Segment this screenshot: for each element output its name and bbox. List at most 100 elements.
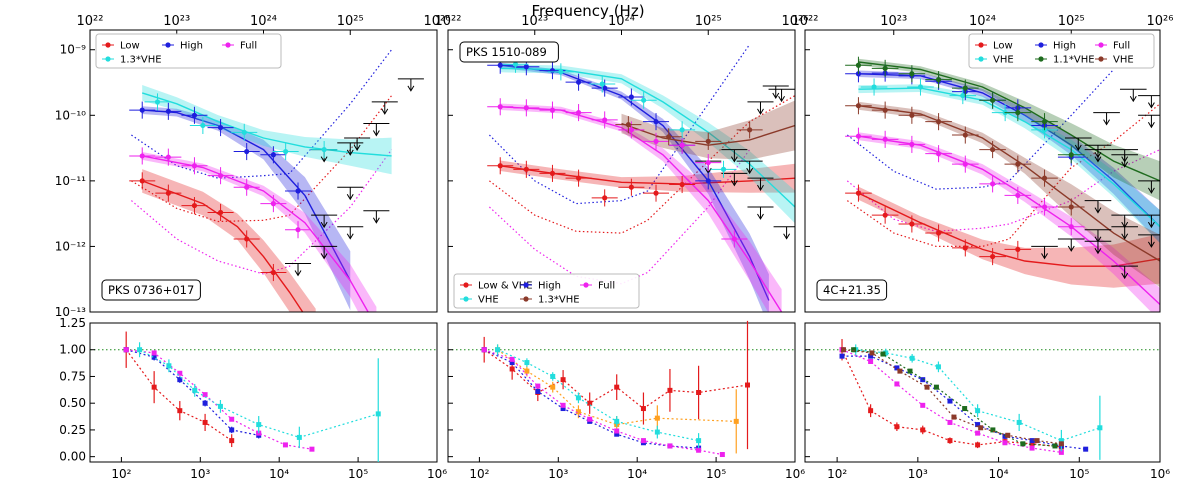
ratio-point-low <box>696 365 702 420</box>
ratio-point-full <box>719 452 725 458</box>
ratio-point-low <box>587 392 593 414</box>
legend-label: Full <box>1113 41 1130 52</box>
sensitivity-curve-low <box>131 95 393 223</box>
ratio-point-vhe <box>654 425 660 439</box>
upper-limit-vhe <box>397 78 424 92</box>
ratio-point-low <box>868 404 874 418</box>
ratio-point-vhe11 <box>1020 441 1026 447</box>
sensitivity-curve-low <box>489 95 795 234</box>
top-tick-label: 10²⁵ <box>695 14 722 29</box>
ratio-x-tick-label: 10⁶ <box>1150 467 1170 481</box>
data-point-full <box>898 135 926 153</box>
ratio-point-low <box>640 392 646 425</box>
legend-marker-vhe <box>463 296 469 302</box>
top-tick-label: 10²⁵ <box>337 14 364 29</box>
y-tick-label: 10⁻¹² <box>55 239 86 253</box>
ratio-point-high <box>1029 438 1035 444</box>
ratio-x-tick-label: 10³ <box>548 467 568 481</box>
ratio-x-tick-label: 10⁵ <box>1069 467 1089 481</box>
data-point-low <box>925 224 952 242</box>
data-point-vhe <box>669 121 696 139</box>
panel-2: 10²² 10²³ 10²⁴ 10²⁵ 10²⁶ PKS 1510-089 Low & VH… <box>435 14 809 481</box>
data-point-high <box>233 143 260 161</box>
ratio-line-high <box>126 349 259 436</box>
data-point-low <box>871 206 899 224</box>
ratio-x-tick-label: 10⁴ <box>989 467 1009 481</box>
ratio-point-vhe <box>975 404 981 418</box>
upper-limit-vhe <box>736 160 763 175</box>
legend-label: Low & VHE <box>478 281 533 292</box>
data-point-vhe13 <box>695 132 722 150</box>
upper-limit-vhe13 <box>1111 214 1138 229</box>
sensitivity-curve-high <box>488 44 751 205</box>
ratio-x-tick-label: 10³ <box>190 467 210 481</box>
upper-limit-vhe13 <box>1084 200 1112 214</box>
ratio-point-full <box>614 428 620 434</box>
legend-box <box>95 33 282 69</box>
ratio-y-tick-label: 1.00 <box>59 343 86 357</box>
ratio-x-tick-label: 10⁴ <box>627 467 647 481</box>
data-point-full <box>845 127 872 145</box>
top-tick-label: 10²² <box>792 14 819 29</box>
legend-marker-lowvhe <box>463 282 469 288</box>
data-point-vhe11 <box>951 79 979 97</box>
data-point-full <box>979 175 1006 193</box>
data-point-lowvhe <box>487 157 514 175</box>
ratio-frame <box>89 322 438 463</box>
ratio-point-full <box>667 443 673 449</box>
data-point-vhe <box>860 78 888 96</box>
top-axis-label: Frequency (Hz) <box>531 2 644 20</box>
upper-limit-vhe <box>1119 88 1147 103</box>
upper-limit-full <box>747 206 774 220</box>
model-line-low <box>141 180 304 312</box>
ratio-point-high <box>920 377 926 383</box>
y-tick-label: 10⁻⁹ <box>60 43 87 57</box>
data-point-high <box>643 113 670 131</box>
sensitivity-curve-low <box>846 103 1160 247</box>
data-point-high <box>565 73 592 91</box>
data-point-lowvhe <box>669 175 696 194</box>
ratio-x-tick-label: 10⁶ <box>785 467 805 481</box>
upper-limit-low <box>337 186 364 201</box>
data-point-vhe13 <box>871 101 899 119</box>
data-point-vhe11 <box>1004 104 1032 122</box>
ratio-point-vhe <box>614 416 620 427</box>
upper-limit-high <box>1138 114 1160 129</box>
legend-marker-high <box>165 42 171 48</box>
ratio-point-low <box>975 441 981 449</box>
top-tick-label: 10²⁶ <box>424 14 451 29</box>
ratio-y-tick-label: 1.25 <box>59 316 86 330</box>
sed-plot-area <box>845 56 1160 312</box>
ratio-point-vhe <box>375 358 381 462</box>
ratio-frame <box>804 322 1161 463</box>
data-point-vhe <box>272 143 299 161</box>
top-tick-label: 10²⁵ <box>1058 14 1085 29</box>
upper-limit-lowvhe <box>747 101 774 115</box>
data-point-vhe11 <box>845 56 872 74</box>
data-point-lowvhe <box>513 160 540 178</box>
panel-1: 10²² 10²³ 10²⁴ 10²⁵ 10²⁶ 10⁻⁹ 10⁻¹⁰ 10⁻¹¹ 10⁻¹² 1… <box>55 14 451 481</box>
data-point-low <box>233 230 260 248</box>
ratio-x-tick-label: 10⁵ <box>706 467 726 481</box>
data-point-full <box>207 167 234 185</box>
upper-limit-low <box>1138 214 1160 229</box>
legend-label: VHE <box>478 295 499 306</box>
ratio-point-high <box>947 398 953 404</box>
data-point-vhe <box>949 87 977 105</box>
ratio-point-vhe13 <box>841 347 847 353</box>
legend-marker-vhe11 <box>1038 56 1044 62</box>
ratio-point-vhe11 <box>962 406 968 412</box>
ratio-point-vhe <box>256 416 262 434</box>
ratio-point-vhe13 <box>924 384 930 390</box>
top-tick-label: 10²⁶ <box>1147 14 1174 29</box>
y-tick-label: 10⁻¹⁰ <box>55 108 86 122</box>
data-point-vhe13 <box>979 141 1006 159</box>
data-point-full <box>1004 186 1032 204</box>
data-point-full <box>951 155 979 173</box>
ratio-point-vhe11 <box>933 384 939 390</box>
ratio-point-full <box>1029 445 1035 451</box>
legend-label: VHE <box>1113 55 1134 66</box>
data-point-low <box>845 184 872 202</box>
ratio-point-high <box>839 353 845 359</box>
data-point-full <box>539 101 566 119</box>
